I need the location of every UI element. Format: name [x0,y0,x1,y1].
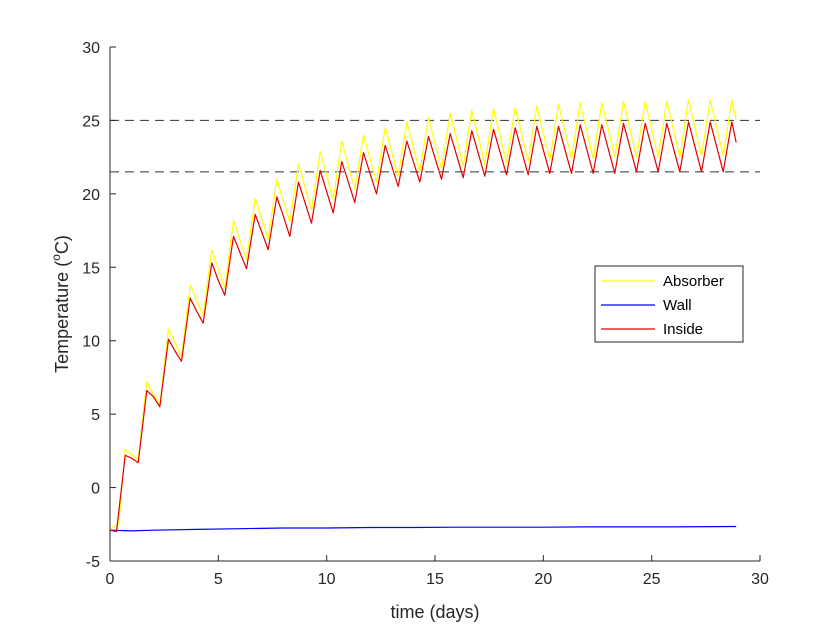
x-tick-label: 30 [751,571,769,588]
y-tick-label: 0 [91,481,100,498]
x-tick-label: 25 [643,571,661,588]
axes: 0 5 10 15 20 25 30 -5 0 5 10 15 20 25 30 [82,40,769,588]
x-tick-label: 5 [214,571,223,588]
x-tick-label: 0 [106,571,115,588]
y-tick-label: -5 [86,554,100,571]
y-tick-label: 5 [91,407,100,424]
plot-area [109,99,760,533]
x-tick-label: 10 [318,571,336,588]
y-tick-label: 10 [82,334,100,351]
y-tick-label: 15 [82,260,100,277]
legend-label-absorber: Absorber [663,273,724,290]
y-axis-label-post: C) [52,235,72,254]
legend-label-inside: Inside [663,321,703,338]
y-tick-label: 30 [82,40,100,57]
y-tick-label: 25 [82,113,100,130]
legend-label-wall: Wall [663,297,692,314]
series-line-inside [109,121,737,533]
y-tick-label: 20 [82,187,100,204]
y-axis-label-superscript: o [49,254,63,261]
x-axis-label: time (days) [390,602,479,622]
x-tick-label: 15 [426,571,444,588]
series-line-absorber [109,99,737,530]
y-axis-label-pre: Temperature ( [52,261,72,373]
y-axis-label: Temperature (oC) [49,235,72,373]
legend: Absorber Wall Inside [594,265,744,343]
x-tick-label: 20 [534,571,552,588]
series-line-wall [109,525,737,532]
